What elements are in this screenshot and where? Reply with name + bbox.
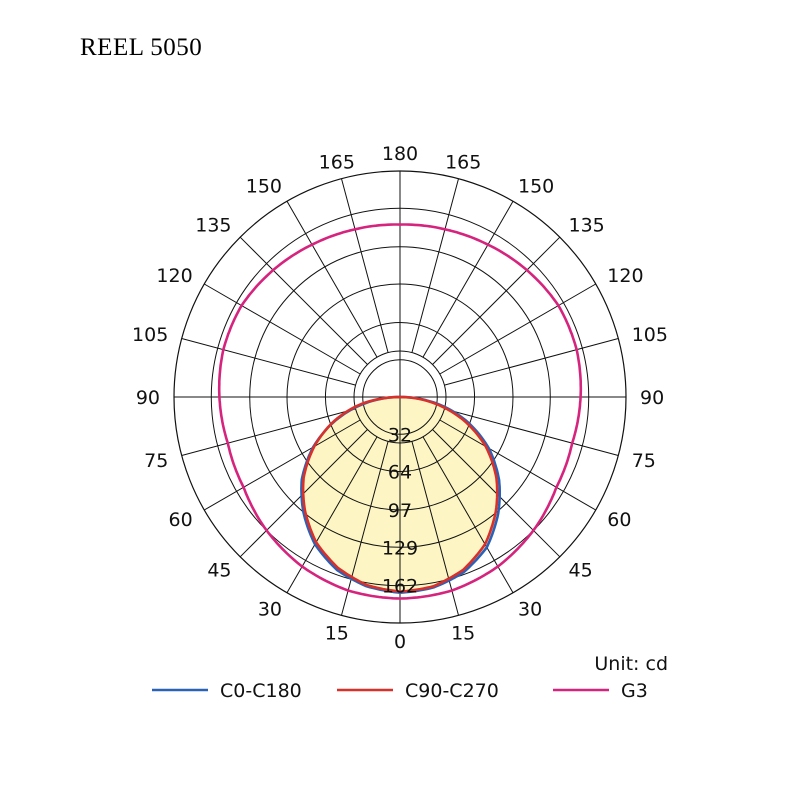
chart-title: REEL 5050: [80, 34, 203, 61]
series-layer: [217, 223, 583, 600]
angle-tick-label: 165: [319, 151, 355, 173]
legend-label: G3: [621, 680, 648, 702]
grid-spoke: [181, 338, 356, 386]
angle-tick-label: 180: [382, 143, 418, 165]
angle-tick-label: 120: [607, 265, 643, 287]
angle-tick-label: 75: [144, 450, 168, 472]
series-line-g3: [217, 223, 583, 600]
grid-spoke: [286, 201, 378, 358]
grid-spoke: [341, 178, 389, 353]
grid-spoke: [422, 201, 514, 358]
ring-value-label: 32: [388, 424, 412, 446]
angle-tick-label: 150: [518, 176, 554, 198]
grid-spoke: [204, 419, 361, 511]
grid-spoke: [444, 338, 619, 386]
grid-spoke: [411, 441, 459, 616]
angle-tick-label: 45: [207, 560, 231, 582]
grid-spoke: [411, 178, 459, 353]
angle-tick-label: 60: [169, 509, 193, 531]
grid-spoke: [239, 236, 368, 365]
unit-label: Unit: cd: [594, 653, 668, 675]
angle-tick-label: 75: [632, 450, 656, 472]
ring-value-label: 64: [388, 462, 412, 484]
angle-tick-label: 120: [156, 265, 192, 287]
angle-tick-label: 60: [607, 509, 631, 531]
angle-tick-label: 105: [132, 324, 168, 346]
grid-spoke: [432, 236, 561, 365]
angle-tick-label: 105: [632, 324, 668, 346]
ring-value-label: 129: [382, 537, 418, 559]
legend: C0-C180 C90-C270 G3: [152, 680, 648, 702]
grid-spoke: [444, 408, 619, 456]
grid-spoke: [341, 441, 389, 616]
angle-tick-label: 30: [518, 598, 542, 620]
angle-tick-label: 45: [569, 560, 593, 582]
angle-tick-label: 15: [325, 623, 349, 645]
legend-label: C0-C180: [220, 680, 302, 702]
label-layer: 0 15 30 45 60 75 90 105 120 135 150 165 180 15 30 45 60 7…: [132, 143, 668, 653]
angle-tick-label: 165: [445, 151, 481, 173]
angle-tick-label: 90: [136, 387, 160, 409]
angle-tick-label: 15: [451, 623, 475, 645]
grid-spoke: [439, 283, 596, 375]
grid-spoke: [204, 283, 361, 375]
grid-spoke: [439, 419, 596, 511]
angle-tick-label: 135: [569, 215, 605, 237]
angle-tick-label: 0: [394, 631, 406, 653]
grid-spoke: [181, 408, 356, 456]
legend-label: C90-C270: [405, 680, 499, 702]
ring-value-label: 162: [382, 576, 418, 598]
ring-value-label: 97: [388, 500, 412, 522]
series-line-c90-c270: [301, 395, 499, 593]
angle-tick-label: 135: [195, 215, 231, 237]
angle-tick-label: 90: [640, 387, 664, 409]
angle-tick-label: 30: [258, 598, 282, 620]
angle-tick-label: 150: [246, 176, 282, 198]
